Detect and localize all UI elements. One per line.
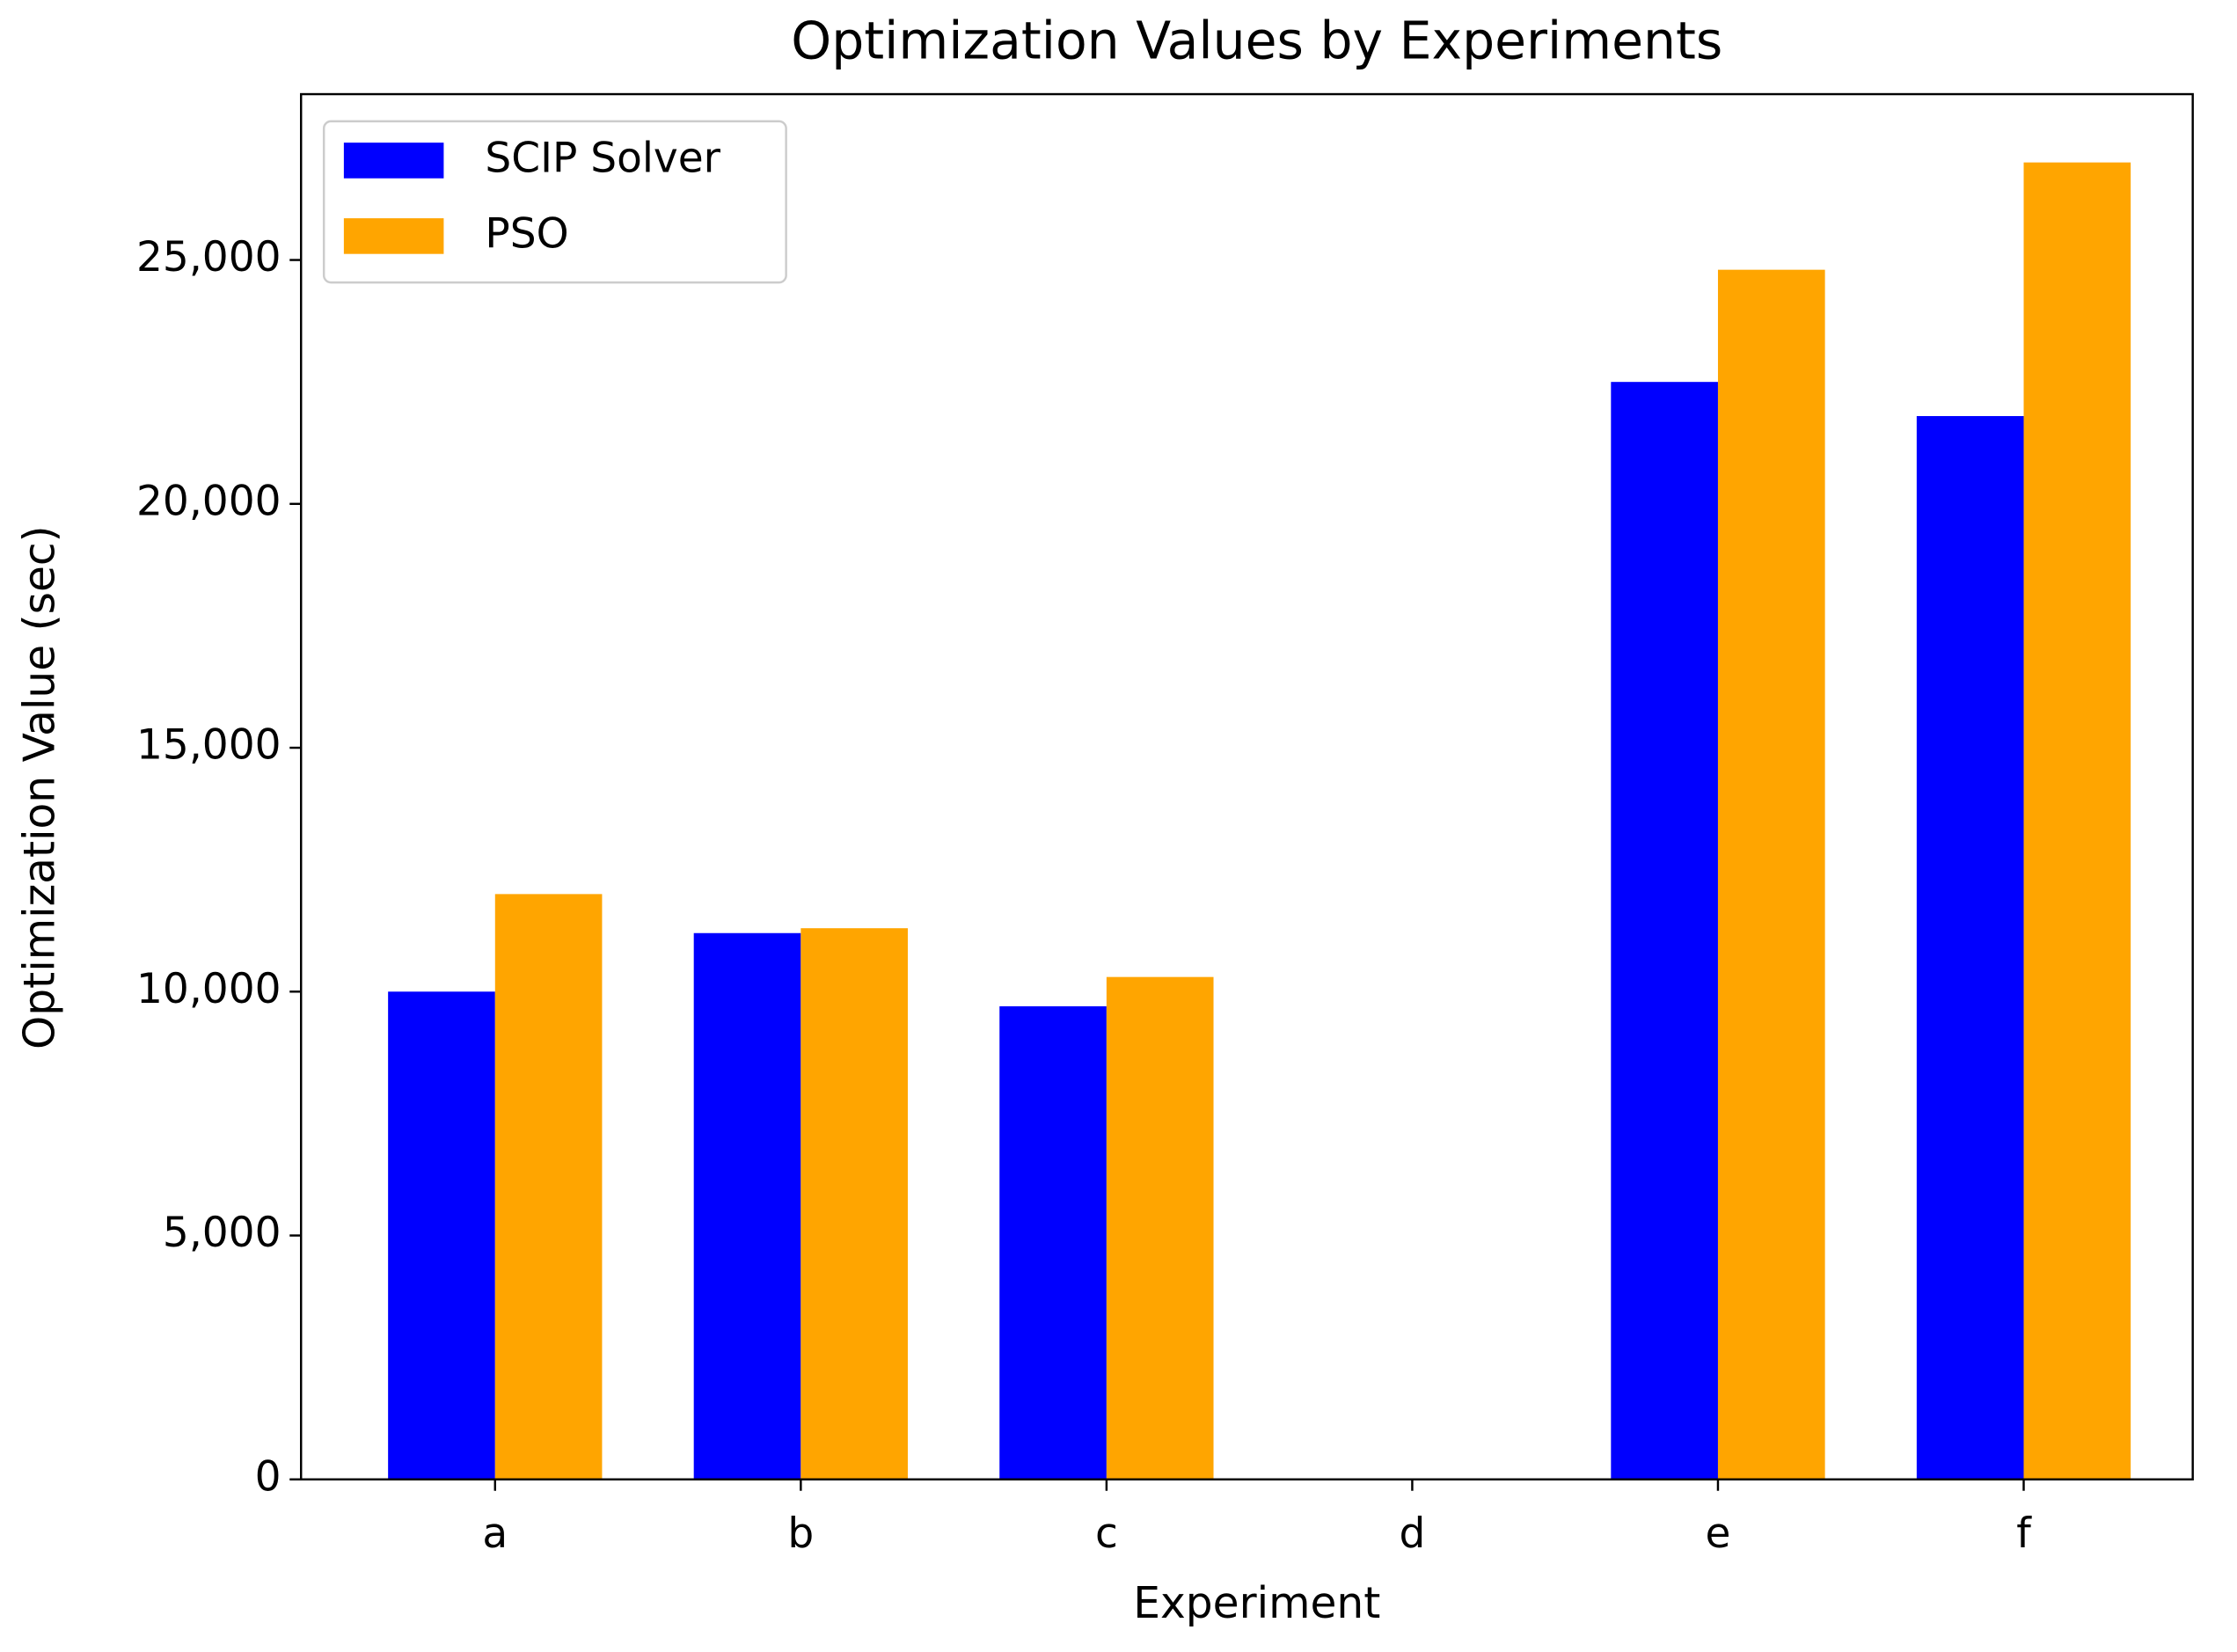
legend-label: SCIP Solver xyxy=(485,135,720,183)
x-axis-label: Experiment xyxy=(1133,1579,1380,1628)
x-tick-label: d xyxy=(1399,1509,1425,1558)
y-tick-label: 15,000 xyxy=(136,721,281,770)
bar xyxy=(1717,269,1825,1480)
bar xyxy=(693,932,801,1480)
legend-swatch xyxy=(343,218,444,254)
bar xyxy=(1611,382,1718,1480)
y-axis-label: Optimization Value (sec) xyxy=(16,525,65,1049)
y-tick-label: 0 xyxy=(255,1452,281,1501)
bar xyxy=(1106,976,1214,1480)
x-tick-label: e xyxy=(1705,1509,1730,1558)
bar xyxy=(2023,162,2131,1480)
bar xyxy=(388,991,495,1480)
bar xyxy=(494,894,603,1480)
bar xyxy=(800,928,908,1480)
y-tick-label: 25,000 xyxy=(136,233,281,281)
y-tick-label: 10,000 xyxy=(136,965,281,1013)
bar xyxy=(999,1005,1107,1480)
x-tick-label: c xyxy=(1095,1509,1118,1558)
legend-label: PSO xyxy=(485,210,568,259)
legend-swatch xyxy=(343,143,444,179)
plot-frame xyxy=(300,92,2194,1480)
x-tick-label: a xyxy=(482,1509,508,1558)
y-tick-label: 20,000 xyxy=(136,477,281,525)
chart-title: Optimization Values by Experiments xyxy=(791,11,1722,70)
bar xyxy=(1916,415,2024,1480)
x-tick-label: f xyxy=(2016,1509,2032,1558)
x-tick-label: b xyxy=(787,1509,814,1558)
y-tick-label: 5,000 xyxy=(163,1209,281,1257)
